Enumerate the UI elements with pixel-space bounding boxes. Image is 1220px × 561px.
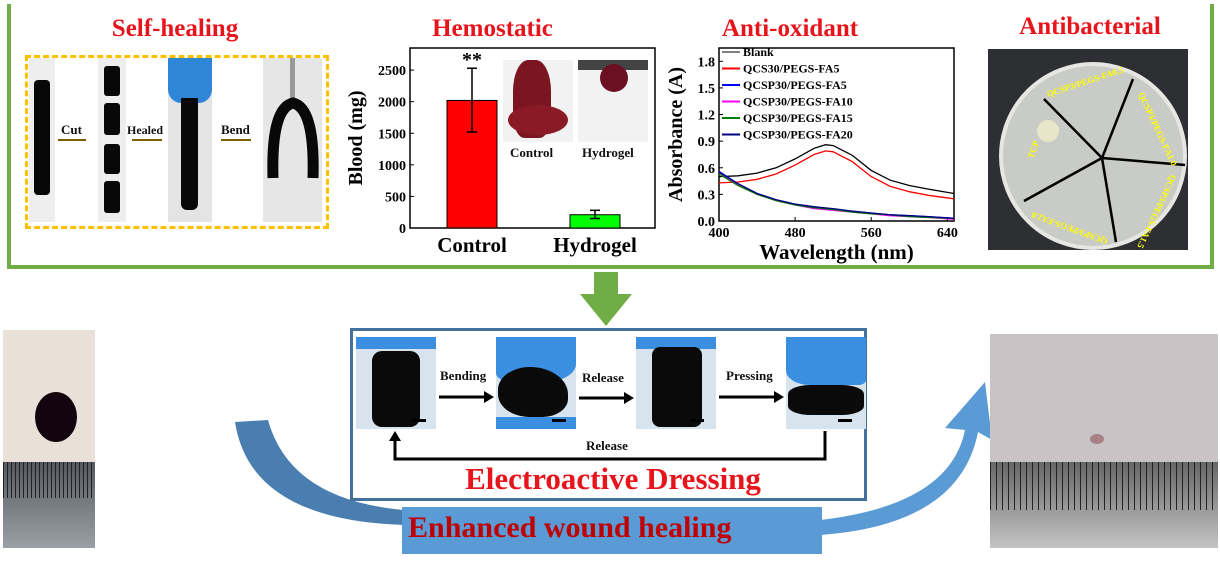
self-healing-dashed-box bbox=[25, 55, 329, 229]
arrow-bend bbox=[221, 139, 251, 141]
x-tick-label: Control bbox=[437, 233, 507, 257]
y-tick-label: 2500 bbox=[378, 64, 406, 79]
bar-control bbox=[446, 99, 498, 229]
hydrogel-strip-photo bbox=[29, 58, 55, 222]
banner-label: Enhanced wound healing bbox=[408, 511, 732, 544]
x-tick-label: 560 bbox=[861, 226, 882, 241]
legend-label: QCSP30/PEGS-FA15 bbox=[743, 111, 853, 125]
y-tick-label: 1.5 bbox=[698, 82, 716, 97]
step-label-cut: Cut bbox=[61, 122, 82, 137]
series-line bbox=[718, 173, 955, 219]
step-label-release: Release bbox=[582, 370, 624, 385]
hydrogel-original-photo bbox=[356, 337, 436, 429]
series-line bbox=[718, 144, 955, 195]
y-tick-label: 1.2 bbox=[698, 109, 716, 124]
step-label-bending: Bending bbox=[440, 368, 487, 383]
series-line bbox=[718, 171, 955, 219]
y-tick-label: 500 bbox=[385, 190, 406, 205]
electroactive-dressing-box: Bending Release Pressing Release Electro… bbox=[350, 328, 867, 501]
series-line bbox=[718, 150, 955, 200]
hemostatic-title: Hemostatic bbox=[432, 15, 553, 42]
right-arc-arrow bbox=[820, 382, 992, 535]
arrow-cut bbox=[58, 139, 86, 141]
hydrogel-bending-photo bbox=[496, 337, 576, 429]
y-tick-label: 0 bbox=[399, 222, 406, 237]
antioxidant-title: Anti-oxidant bbox=[721, 15, 859, 42]
x-tick-label: 400 bbox=[709, 226, 730, 241]
down-arrow-icon bbox=[580, 272, 632, 326]
control-liver-photo bbox=[503, 60, 573, 142]
self-healing-title: Self-healing bbox=[111, 15, 239, 42]
y-tick-label: 0.6 bbox=[698, 162, 716, 177]
blood-loss-bar-chart: 0 500 1000 1500 2000 2500 Control Hydrogel ** Blo… bbox=[345, 47, 656, 257]
bent-strip-photo bbox=[263, 58, 322, 222]
legend-label: QCS30/PEGS-FA5 bbox=[743, 62, 839, 76]
wound-before-photo bbox=[3, 330, 95, 548]
y-axis-label: Absorbance (A) bbox=[665, 67, 687, 202]
x-tick-label: 480 bbox=[785, 226, 806, 241]
step-label-return-release: Release bbox=[586, 438, 628, 453]
enhanced-healing-banner: Enhanced wound healing bbox=[402, 507, 822, 554]
step-label-bend: Bend bbox=[221, 122, 250, 137]
wound-after-photo bbox=[990, 334, 1218, 548]
plot-frame bbox=[718, 47, 955, 222]
step-label-pressing: Pressing bbox=[726, 368, 773, 383]
plot-frame bbox=[409, 47, 656, 229]
legend-label: QCSP30/PEGS-FA20 bbox=[743, 128, 853, 142]
x-axis-label: Wavelength (nm) bbox=[759, 240, 914, 264]
hydrogel-released-photo bbox=[636, 337, 716, 429]
significance-label: ** bbox=[462, 49, 482, 71]
y-tick-label: 0.3 bbox=[698, 188, 716, 203]
y-tick-label: 0.0 bbox=[698, 215, 716, 230]
x-tick-label: 640 bbox=[937, 226, 958, 241]
left-arc bbox=[235, 420, 404, 525]
absorbance-line-chart: 400 480 560 640 0.0 0.3 0.6 0.9 1.2 1.5 1.8 Blank QC… bbox=[665, 45, 958, 264]
antibacterial-plate-photo: QCSP3/PEGS-FA0.5 QCSP3/PEGS-FA1.0 QCSP3/… bbox=[988, 49, 1188, 250]
y-tick-label: 1500 bbox=[378, 127, 406, 142]
arrow-healed bbox=[132, 139, 162, 141]
hydrogel-pressing-photo bbox=[786, 337, 866, 429]
healed-strip-photo bbox=[168, 58, 212, 222]
legend-label: QCSP30/PEGS-FA10 bbox=[743, 95, 853, 109]
inset-label-hydrogel: Hydrogel bbox=[582, 145, 634, 160]
y-tick-label: 0.9 bbox=[698, 135, 716, 150]
y-tick-label: 2000 bbox=[378, 96, 406, 111]
x-tick-label: Hydrogel bbox=[553, 233, 637, 257]
hydrogel-liver-photo bbox=[578, 60, 648, 142]
top-frame bbox=[7, 4, 1214, 269]
y-axis-label: Blood (mg) bbox=[345, 91, 367, 186]
legend-label: Blank bbox=[743, 45, 774, 59]
electroactive-dressing-title: Electroactive Dressing bbox=[465, 461, 761, 496]
antibacterial-title: Antibacterial bbox=[1019, 13, 1161, 40]
y-tick-label: 1.8 bbox=[698, 55, 716, 70]
cut-pieces-photo bbox=[98, 58, 126, 222]
step-label-healed: Healed bbox=[127, 123, 163, 137]
legend-label: QCSP30/PEGS-FA5 bbox=[743, 78, 847, 92]
inset-label-control: Control bbox=[510, 145, 554, 160]
dressing-cycle-arrows bbox=[389, 391, 827, 461]
y-tick-label: 1000 bbox=[378, 159, 406, 174]
